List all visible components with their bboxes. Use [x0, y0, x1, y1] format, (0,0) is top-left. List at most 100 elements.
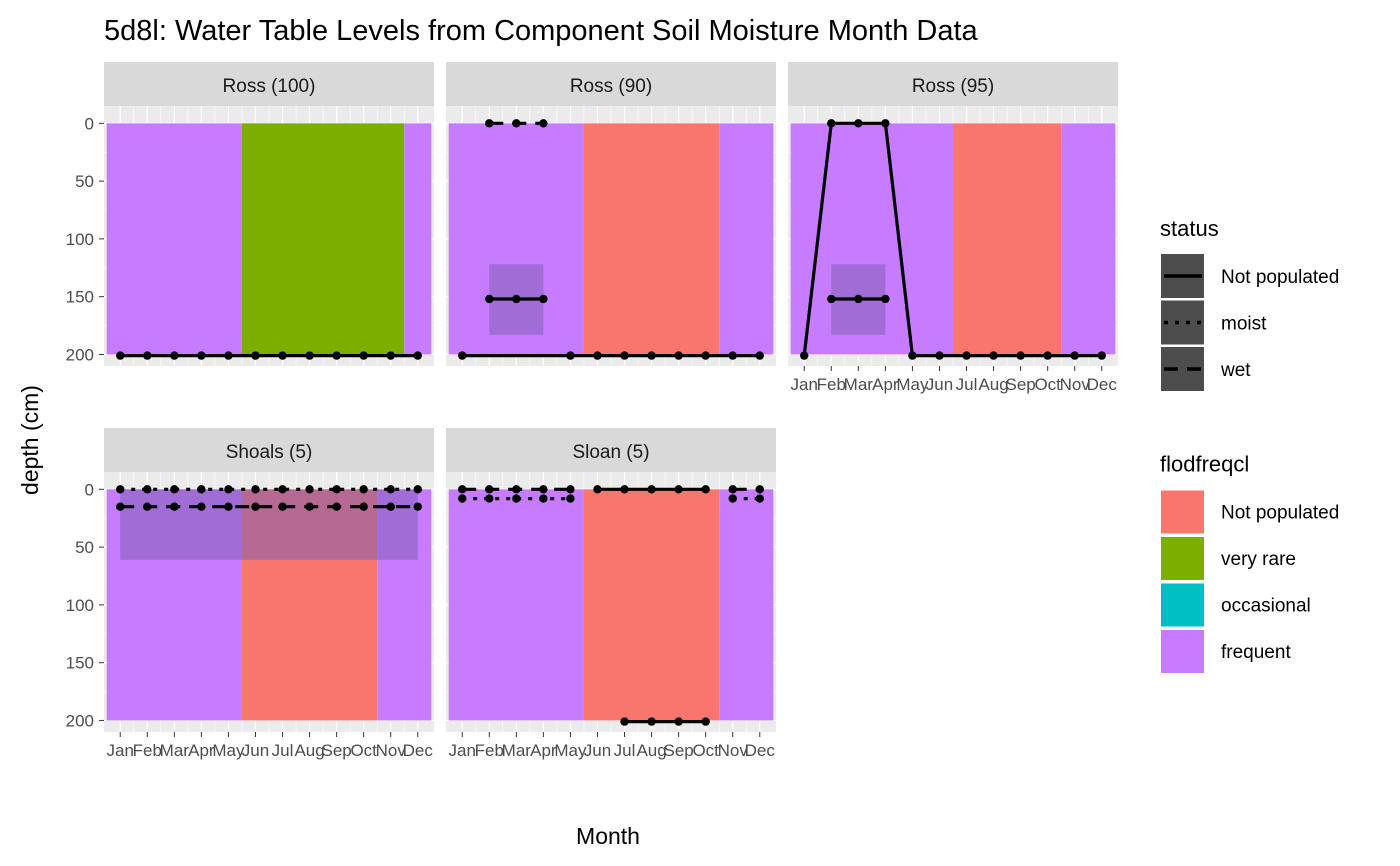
y-tick-label: 150 — [66, 288, 94, 307]
data-point — [116, 485, 125, 494]
data-point — [1016, 351, 1025, 360]
x-tick-label: Sep — [1005, 375, 1035, 394]
data-point — [143, 485, 152, 494]
legend-status: status Not populated moist wet — [1160, 216, 1339, 391]
flood-frequency-fill — [953, 123, 1062, 355]
data-point — [332, 502, 341, 511]
data-point — [332, 351, 341, 360]
data-point — [359, 502, 368, 511]
data-point — [386, 502, 395, 511]
data-point — [1097, 351, 1106, 360]
data-point — [224, 485, 233, 494]
data-point — [485, 119, 494, 128]
x-tick-label: Jul — [956, 375, 978, 394]
x-tick-label: Nov — [718, 741, 749, 760]
y-tick-label: 150 — [66, 654, 94, 673]
data-point — [332, 485, 341, 494]
data-point — [935, 351, 944, 360]
data-point — [512, 494, 521, 503]
data-point — [674, 485, 683, 494]
data-point — [539, 119, 548, 128]
data-point — [458, 485, 467, 494]
data-point — [566, 485, 575, 494]
data-point — [359, 351, 368, 360]
x-tick-label: Dec — [403, 741, 434, 760]
legends-group: status Not populated moist wet flodfreqcl Not… — [1160, 216, 1339, 673]
facet-label: Ross (95) — [912, 76, 994, 97]
y-tick-label: 50 — [75, 538, 94, 557]
data-point — [197, 351, 206, 360]
data-point — [359, 485, 368, 494]
x-tick-label: Mar — [502, 741, 532, 760]
data-point — [827, 294, 836, 304]
legend-label: moist — [1221, 314, 1267, 335]
x-tick-label: Jul — [614, 741, 636, 760]
data-point — [1070, 351, 1079, 360]
legend-flodfreqcl: flodfreqcl Not populated very rare occasion… — [1160, 452, 1339, 673]
data-point — [539, 485, 548, 494]
data-point — [170, 485, 179, 494]
y-tick-label: 50 — [75, 172, 94, 191]
x-tick-label: Oct — [692, 741, 719, 760]
data-point — [116, 502, 125, 511]
data-point — [647, 351, 656, 360]
legend-fill-swatch — [1161, 630, 1204, 673]
facet-label: Ross (100) — [223, 76, 316, 97]
x-tick-label: Jan — [107, 741, 134, 760]
data-point — [593, 485, 602, 494]
x-tick-label: May — [896, 375, 929, 394]
data-point — [854, 294, 863, 304]
x-tick-label: Apr — [188, 741, 215, 760]
water-table-band — [120, 489, 418, 560]
flood-frequency-fill — [1061, 123, 1116, 355]
x-tick-label: Sep — [321, 741, 351, 760]
data-point — [674, 351, 683, 360]
facet-strip — [104, 428, 434, 472]
data-point — [512, 294, 521, 304]
y-tick-label: 0 — [85, 480, 94, 499]
data-point — [458, 494, 467, 503]
facet-label: Ross (90) — [570, 76, 652, 97]
data-point — [197, 502, 206, 511]
data-point — [224, 351, 233, 360]
data-point — [485, 494, 494, 503]
x-axis-title: Month — [576, 823, 640, 849]
data-point — [305, 502, 314, 511]
data-point — [485, 485, 494, 494]
data-point — [278, 485, 287, 494]
data-point — [116, 351, 125, 360]
legend-fill-swatch — [1161, 537, 1204, 580]
data-point — [755, 351, 764, 360]
facet-strip — [104, 62, 434, 106]
x-tick-label: Jun — [584, 741, 611, 760]
data-point — [620, 351, 629, 360]
legend-key — [1161, 300, 1204, 345]
flood-frequency-fill — [719, 123, 774, 355]
flood-frequency-fill — [106, 123, 242, 355]
data-point — [413, 502, 422, 511]
y-axis-title: depth (cm) — [17, 385, 43, 495]
data-point — [908, 351, 917, 360]
data-point — [413, 485, 422, 494]
facet-strip — [446, 428, 776, 472]
x-tick-label: Dec — [745, 741, 776, 760]
x-tick-label: Jul — [272, 741, 294, 760]
legend-title: flodfreqcl — [1160, 452, 1249, 477]
data-point — [197, 485, 206, 494]
legend-label: occasional — [1221, 596, 1311, 617]
x-tick-label: Jun — [242, 741, 269, 760]
y-tick-label: 200 — [66, 345, 94, 364]
data-point — [278, 502, 287, 511]
data-point — [512, 119, 521, 128]
x-tick-label: May — [554, 741, 587, 760]
flood-frequency-fill — [719, 489, 774, 721]
data-point — [413, 351, 422, 360]
y-tick-label: 100 — [66, 230, 94, 249]
data-point — [278, 351, 287, 360]
x-tick-label: Feb — [817, 375, 846, 394]
data-point — [620, 485, 629, 494]
data-point — [755, 485, 764, 494]
data-point — [881, 294, 890, 304]
data-point — [251, 485, 260, 494]
data-point — [251, 351, 260, 360]
